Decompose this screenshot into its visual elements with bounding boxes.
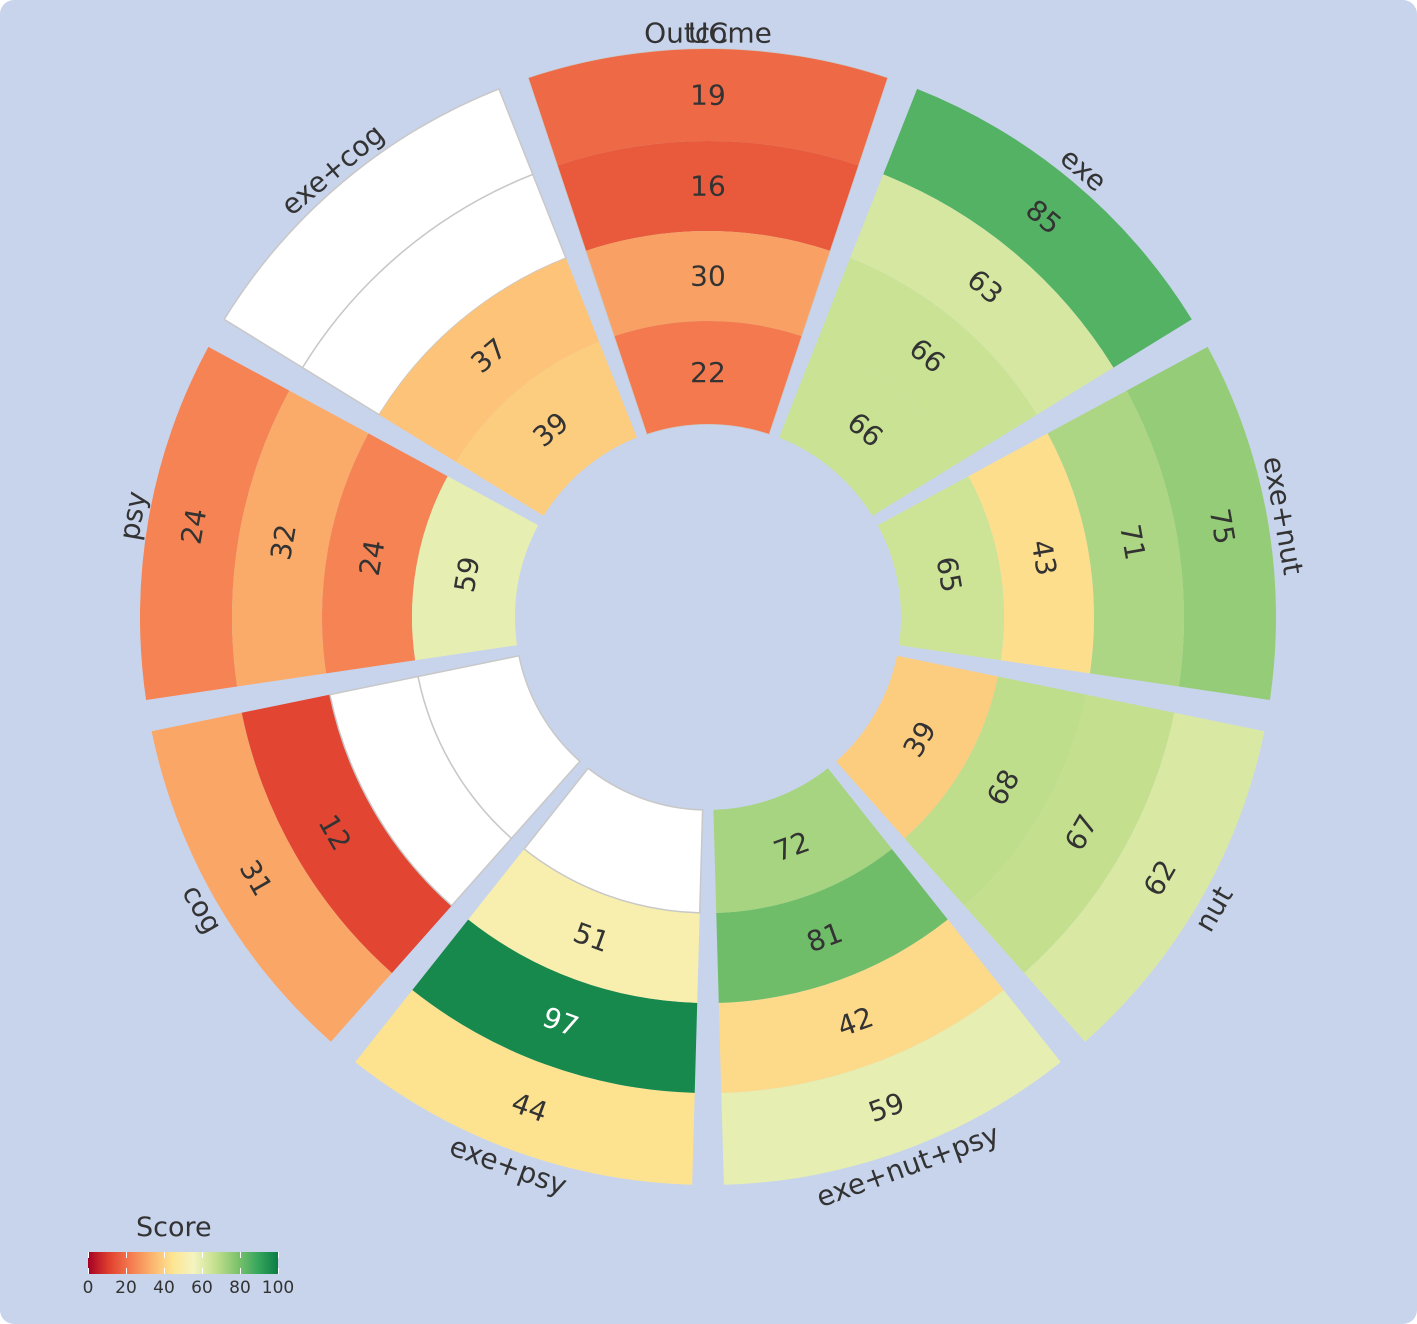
legend-tick-label: 60 xyxy=(191,1278,213,1298)
score-cell xyxy=(877,476,1004,661)
score-cell xyxy=(557,141,859,251)
score-label: 22 xyxy=(690,356,726,389)
score-cell xyxy=(816,258,1037,462)
outcome-title: Outcome xyxy=(644,17,772,50)
score-cell xyxy=(417,654,581,840)
score-label: 75 xyxy=(1203,506,1242,547)
score-cell xyxy=(1126,346,1276,700)
legend-tick-mark xyxy=(278,1252,279,1258)
sector-uc: 19 16 30 22 UC xyxy=(528,17,888,434)
score-cell xyxy=(586,231,830,337)
score-cell xyxy=(322,433,448,674)
score-cell xyxy=(1024,712,1265,1042)
score-label: 43 xyxy=(1024,537,1063,578)
score-cell xyxy=(379,258,600,462)
score-legend: Score 0 20 40 60 80 100 xyxy=(82,1212,316,1312)
intervention-label: UC xyxy=(688,17,728,50)
score-cell xyxy=(713,768,892,913)
legend-tick-mark xyxy=(278,1268,279,1274)
legend-tick-mark xyxy=(240,1268,241,1274)
score-cell xyxy=(412,919,698,1093)
score-cell xyxy=(523,767,704,914)
legend-tick-label: 20 xyxy=(115,1278,137,1298)
score-label: 71 xyxy=(1113,522,1152,563)
score-label: 24 xyxy=(353,537,392,578)
score-cell xyxy=(455,341,637,516)
score-label: 59 xyxy=(448,554,487,595)
legend-tick-mark xyxy=(164,1252,165,1258)
score-label: 65 xyxy=(929,554,968,595)
score-label: 30 xyxy=(690,260,726,293)
legend-tick-mark xyxy=(88,1268,89,1274)
score-cell xyxy=(718,919,1004,1093)
score-cell xyxy=(151,712,392,1042)
legend-tick-mark xyxy=(202,1268,203,1274)
score-cell xyxy=(412,476,539,661)
score-cell xyxy=(139,346,290,700)
score-label: 19 xyxy=(690,79,726,112)
legend-tick-label: 0 xyxy=(82,1278,94,1298)
score-cell xyxy=(836,655,998,839)
score-cell xyxy=(241,694,452,973)
legend-color-bar xyxy=(88,1252,278,1274)
legend-tick-mark xyxy=(202,1252,203,1258)
legend-ticks xyxy=(88,1252,279,1274)
score-cell xyxy=(614,320,802,434)
score-label: 24 xyxy=(175,506,214,547)
score-cell xyxy=(904,676,1087,906)
legend-tick-mark xyxy=(88,1252,89,1258)
legend-tick-label: 100 xyxy=(261,1278,295,1298)
score-cell xyxy=(883,88,1192,368)
legend-tick-label: 80 xyxy=(229,1278,251,1298)
legend-title: Score xyxy=(136,1212,212,1243)
score-label: 16 xyxy=(690,170,726,203)
score-cell xyxy=(964,694,1175,973)
legend-tick-mark xyxy=(126,1252,127,1258)
score-cell xyxy=(968,433,1094,674)
score-cell xyxy=(850,174,1114,415)
score-cell xyxy=(716,848,948,1003)
score-cell xyxy=(232,390,369,687)
legend-tick-mark xyxy=(164,1268,165,1274)
score-cell xyxy=(468,848,700,1003)
score-cell xyxy=(355,990,695,1185)
score-cell xyxy=(779,341,961,516)
legend-tick-label: 40 xyxy=(153,1278,175,1298)
score-label: 32 xyxy=(264,522,303,563)
score-cell xyxy=(528,49,888,166)
score-cell xyxy=(1047,390,1184,687)
score-cell xyxy=(721,990,1061,1185)
legend-tick-mark xyxy=(126,1268,127,1274)
legend-tick-mark xyxy=(240,1252,241,1258)
